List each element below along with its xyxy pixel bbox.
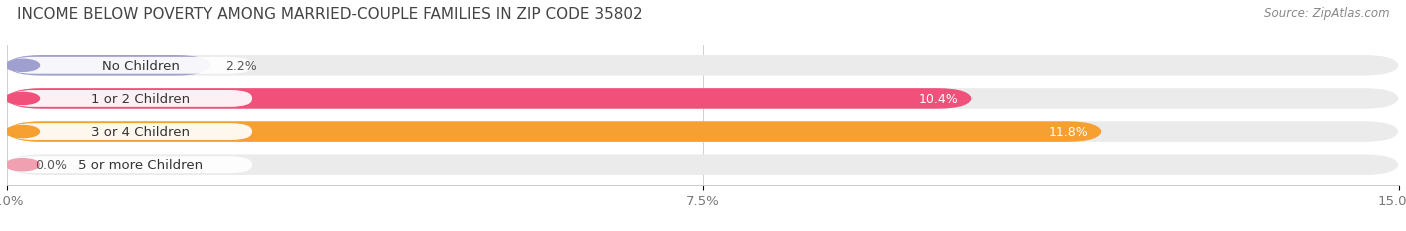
- Text: 11.8%: 11.8%: [1049, 125, 1088, 138]
- Text: Source: ZipAtlas.com: Source: ZipAtlas.com: [1264, 7, 1389, 20]
- FancyBboxPatch shape: [11, 91, 252, 107]
- Text: 5 or more Children: 5 or more Children: [79, 158, 204, 171]
- FancyBboxPatch shape: [7, 122, 1399, 142]
- FancyBboxPatch shape: [7, 155, 1399, 175]
- FancyBboxPatch shape: [7, 89, 1399, 109]
- Circle shape: [6, 126, 39, 138]
- Text: 3 or 4 Children: 3 or 4 Children: [91, 125, 190, 138]
- Text: 0.0%: 0.0%: [35, 158, 67, 171]
- FancyBboxPatch shape: [11, 58, 252, 74]
- Text: No Children: No Children: [101, 60, 180, 73]
- Text: INCOME BELOW POVERTY AMONG MARRIED-COUPLE FAMILIES IN ZIP CODE 35802: INCOME BELOW POVERTY AMONG MARRIED-COUPL…: [17, 7, 643, 22]
- Circle shape: [6, 60, 39, 72]
- Text: 10.4%: 10.4%: [918, 93, 959, 106]
- FancyBboxPatch shape: [11, 157, 252, 173]
- FancyBboxPatch shape: [7, 89, 972, 109]
- Text: 2.2%: 2.2%: [225, 60, 257, 73]
- FancyBboxPatch shape: [7, 56, 1399, 76]
- FancyBboxPatch shape: [11, 124, 252, 140]
- FancyBboxPatch shape: [7, 122, 1102, 142]
- Text: 1 or 2 Children: 1 or 2 Children: [91, 93, 190, 106]
- Circle shape: [6, 159, 39, 171]
- Circle shape: [6, 93, 39, 105]
- FancyBboxPatch shape: [7, 56, 211, 76]
